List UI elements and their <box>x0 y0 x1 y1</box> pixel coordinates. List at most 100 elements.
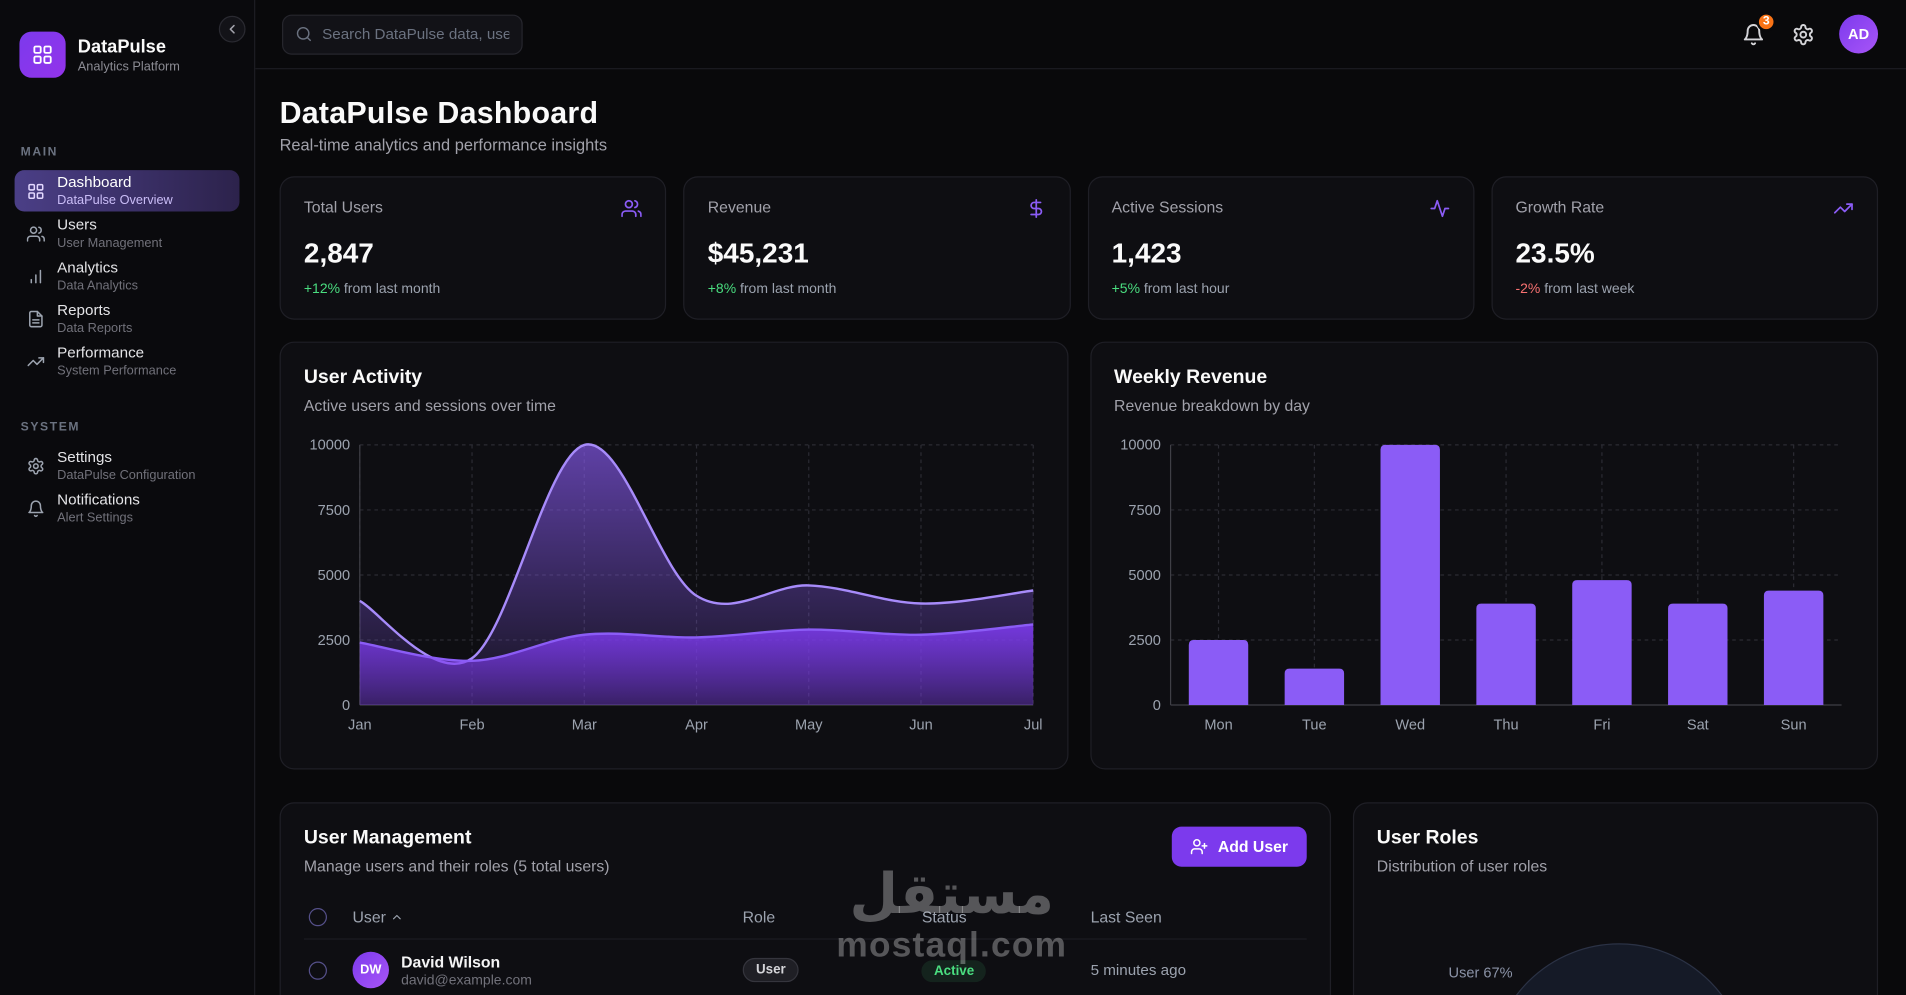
logo: DataPulse Analytics Platform <box>0 0 254 78</box>
weekly-revenue-title: Weekly Revenue <box>1114 367 1268 388</box>
nav-item-label: Notifications <box>57 491 140 509</box>
settings-button[interactable] <box>1789 20 1817 48</box>
user-avatar[interactable]: AD <box>1839 14 1879 54</box>
topbar-actions: 3 AD <box>1739 11 1879 54</box>
stat-delta: +8% from last month <box>707 282 837 297</box>
user-plus-icon <box>1190 838 1208 856</box>
svg-text:Wed: Wed <box>1395 717 1425 733</box>
user-activity-card: User Activity Active users and sessions … <box>279 341 1068 770</box>
trending-up-icon <box>1833 198 1854 219</box>
table-row-david-wilson[interactable]: DW David Wilson david@example.com User Activ… <box>304 940 1306 995</box>
stat-label: Revenue <box>707 198 772 217</box>
stat-delta: -2% from last week <box>1515 282 1635 297</box>
sidebar-item-analytics[interactable]: Analytics Data Analytics <box>15 255 240 296</box>
settings-icon <box>27 456 45 474</box>
nav-section-label: SYSTEM <box>20 420 81 434</box>
user-activity-chart: 0 2500 5000 7500 10000 Jan Feb Mar Apr May Jun Jul <box>304 435 1044 741</box>
donut-slice-label: User 67% <box>1448 963 1513 981</box>
nav-section-label: MAIN <box>20 145 59 160</box>
svg-text:2500: 2500 <box>318 633 350 649</box>
sidebar-item-dashboard[interactable]: Dashboard DataPulse Overview <box>14 170 240 212</box>
svg-text:Jun: Jun <box>909 717 933 733</box>
svg-text:Mon: Mon <box>1204 717 1232 733</box>
bell-icon <box>1742 22 1765 45</box>
svg-text:May: May <box>795 717 823 733</box>
user-email: david@example.com <box>401 973 532 988</box>
user-roles-subtitle: Distribution of user roles <box>1376 856 1548 876</box>
bar-mon <box>1188 639 1248 706</box>
row-checkbox[interactable] <box>308 960 327 980</box>
column-header-user[interactable]: User <box>353 908 743 926</box>
page-title: DataPulse Dashboard <box>279 96 599 131</box>
nav-item-sublabel: Data Analytics <box>57 278 139 293</box>
nav-section-main: MAIN Dashboard DataPulse Overview Users User… <box>14 145 240 382</box>
sidebar-collapse-button[interactable] <box>218 15 246 43</box>
nav-item-sublabel: DataPulse Overview <box>57 193 173 208</box>
datapulse-logo-icon <box>19 31 66 78</box>
row-avatar: DW <box>352 951 389 989</box>
svg-text:10000: 10000 <box>310 438 351 454</box>
search-icon <box>295 26 312 43</box>
notifications-button[interactable]: 3 <box>1739 11 1776 48</box>
svg-text:2500: 2500 <box>1128 633 1160 649</box>
add-user-button[interactable]: Add User <box>1171 826 1307 867</box>
search-input[interactable] <box>322 25 510 43</box>
stat-label: Growth Rate <box>1515 198 1605 217</box>
page-subtitle: Real-time analytics and performance insi… <box>279 136 608 155</box>
stat-value: 1,423 <box>1111 237 1182 269</box>
dashboard-content: DataPulse Dashboard Real-time analytics … <box>255 69 1906 995</box>
sidebar-nav: MAIN Dashboard DataPulse Overview Users User… <box>0 146 254 529</box>
user-activity-title: User Activity <box>303 367 423 388</box>
nav-item-label: Analytics <box>57 258 118 276</box>
svg-text:Fri: Fri <box>1593 717 1610 733</box>
nav-item-label: Dashboard <box>57 173 132 191</box>
nav-item-label: Performance <box>57 344 145 362</box>
table-header-row: User Role Status Last Seen <box>303 896 1307 940</box>
bar-chart-icon <box>27 267 45 285</box>
chevron-left-icon <box>225 22 240 37</box>
sidebar-item-settings[interactable]: Settings DataPulse Configuration <box>15 445 240 486</box>
bell-icon <box>27 499 45 517</box>
user-name: David Wilson <box>401 952 501 971</box>
stat-delta: +5% from last hour <box>1111 282 1230 297</box>
svg-text:5000: 5000 <box>1128 568 1160 584</box>
sidebar-item-users[interactable]: Users User Management <box>15 213 240 254</box>
column-header-status[interactable]: Status <box>921 908 967 927</box>
stat-value: 2,847 <box>303 237 374 269</box>
status-badge: Active <box>921 959 987 982</box>
user-roles-card: User Roles Distribution of user roles Us… <box>1352 802 1879 995</box>
stat-value: $45,231 <box>707 237 809 269</box>
file-text-icon <box>27 309 45 327</box>
sidebar-item-notifications[interactable]: Notifications Alert Settings <box>15 487 240 528</box>
svg-text:Jan: Jan <box>348 717 372 733</box>
column-header-role[interactable]: Role <box>742 908 776 927</box>
search-box[interactable] <box>282 13 523 55</box>
dashboard-icon <box>27 182 45 200</box>
nav-section-system: SYSTEM Settings DataPulse Configuration Not… <box>15 421 240 529</box>
stat-label: Total Users <box>303 198 383 217</box>
stats-grid: Total Users 2,847 +12% from last month Reve… <box>279 176 1879 320</box>
trending-up-icon <box>27 352 45 370</box>
users-icon <box>621 198 643 219</box>
nav-item-label: Reports <box>57 301 111 319</box>
user-management-card: User Management Manage users and their r… <box>279 802 1331 995</box>
sidebar-item-reports[interactable]: Reports Data Reports <box>15 298 240 339</box>
bar-tue <box>1284 668 1344 706</box>
weekly-revenue-subtitle: Revenue breakdown by day <box>1114 396 1310 415</box>
svg-text:0: 0 <box>1152 698 1160 714</box>
topbar: 3 AD <box>255 0 1906 70</box>
nav-item-sublabel: Alert Settings <box>57 510 134 526</box>
weekly-revenue-card: Weekly Revenue Revenue breakdown by day … <box>1089 341 1879 770</box>
gear-icon <box>1792 22 1815 45</box>
column-header-last-seen[interactable]: Last Seen <box>1090 908 1162 927</box>
svg-text:Sat: Sat <box>1686 717 1708 733</box>
sidebar-item-performance[interactable]: Performance System Performance <box>15 340 240 381</box>
nav-item-label: Users <box>57 216 97 234</box>
select-all-checkbox[interactable] <box>308 908 327 927</box>
sidebar: DataPulse Analytics Platform MAIN Dashboa… <box>0 0 256 995</box>
chevron-up-icon <box>391 910 404 923</box>
bar-sat <box>1667 603 1727 706</box>
svg-text:Tue: Tue <box>1301 717 1326 733</box>
dollar-icon <box>1025 198 1046 219</box>
